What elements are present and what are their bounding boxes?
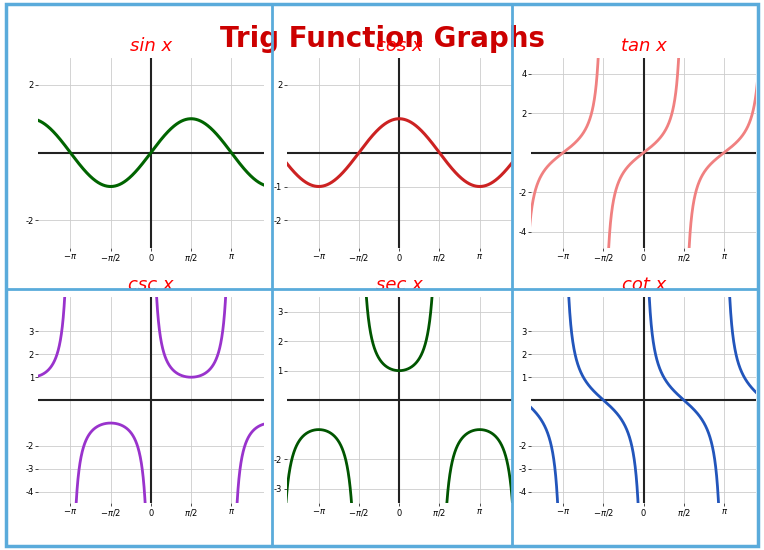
Text: cot x: cot x [622, 276, 665, 294]
Text: Trig Function Graphs: Trig Function Graphs [219, 25, 545, 53]
Text: csc x: csc x [128, 276, 173, 294]
Text: sin x: sin x [130, 37, 172, 55]
Text: cos x: cos x [376, 37, 422, 55]
Text: sec x: sec x [376, 276, 422, 294]
Text: tan x: tan x [621, 37, 666, 55]
